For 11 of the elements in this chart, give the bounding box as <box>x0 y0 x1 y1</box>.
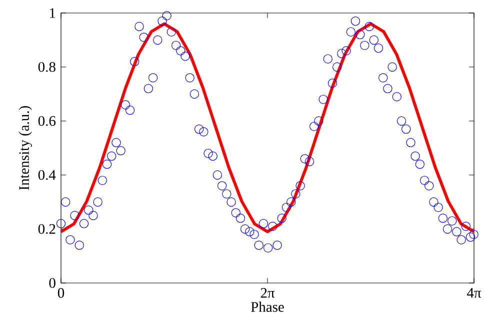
x-tick-label: 4π <box>467 288 482 298</box>
y-tick-label: 1 <box>50 8 56 18</box>
x-axis-title: Phase <box>251 302 284 312</box>
y-tick-label: 0.2 <box>38 224 56 234</box>
y-tick-label: 0.6 <box>38 116 56 126</box>
y-tick-label: 0.8 <box>38 62 56 72</box>
x-tick-label: 2π <box>260 288 275 298</box>
y-tick-label: 0.4 <box>38 170 56 180</box>
y-axis-title: Intensity (a.u.) <box>18 106 32 190</box>
x-tick-label: 0 <box>58 288 64 298</box>
y-tick-label: 0 <box>49 278 56 288</box>
